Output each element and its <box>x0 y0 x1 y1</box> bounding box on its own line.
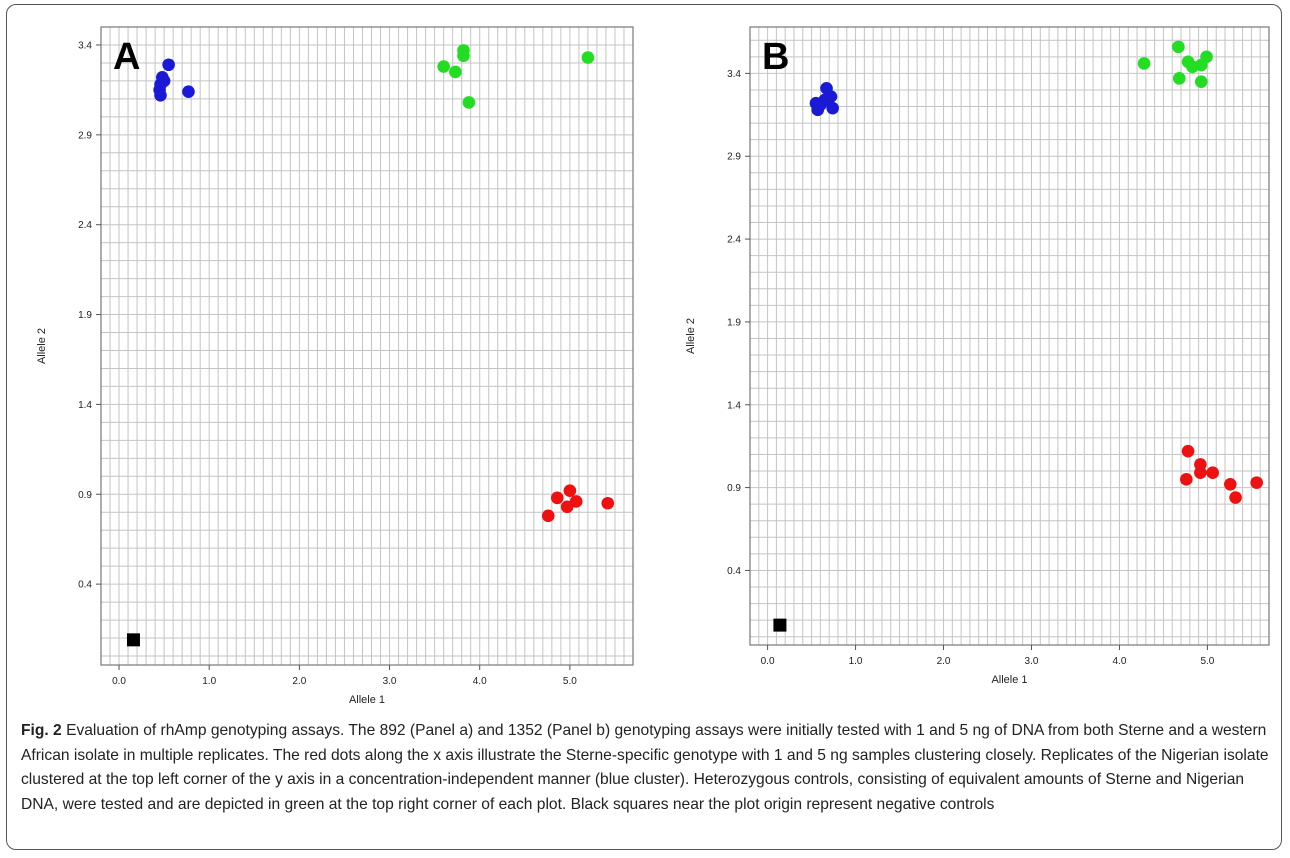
plot-border <box>749 26 1270 646</box>
x-tick-label: 4.0 <box>1113 656 1127 667</box>
data-point <box>1250 476 1263 489</box>
data-point <box>437 60 450 73</box>
chart-panel-a: 0.0 1.0 2.0 3.0 4.0 5.0 0.4 0.9 1.4 1.9 2.4 2.9 3.4 A… <box>36 26 634 706</box>
data-point <box>462 96 476 109</box>
y-tick-label: 2.9 <box>727 152 741 163</box>
data-point <box>162 58 175 72</box>
y-tick-label: 1.9 <box>727 317 741 328</box>
x-tick-label: 2.0 <box>937 656 951 667</box>
data-point <box>581 51 595 64</box>
x-tick-label: 3.0 <box>383 676 397 687</box>
data-point <box>1229 491 1242 504</box>
y-tick-label: 0.4 <box>727 566 741 577</box>
negative-control-marker <box>773 618 787 632</box>
y-axis-label: Allele 2 <box>685 318 697 354</box>
x-tick-label: 4.0 <box>473 676 487 687</box>
y-tick-label: 1.4 <box>727 400 741 411</box>
data-point <box>182 85 195 98</box>
y-tick-label: 3.4 <box>78 40 92 51</box>
x-tick-label: 0.0 <box>761 656 775 667</box>
y-tick-label: 0.4 <box>78 580 92 591</box>
y-tick-label: 0.9 <box>727 483 741 494</box>
data-point <box>1181 444 1195 458</box>
data-point <box>1194 466 1207 479</box>
panel-a: 0.0 1.0 2.0 3.0 4.0 5.0 0.4 0.9 1.4 1.9 2.4 2.9 3.4 A… <box>13 11 659 708</box>
figure-frame: 0.0 1.0 2.0 3.0 4.0 5.0 0.4 0.9 1.4 1.9 2.4 2.9 3.4 A… <box>6 4 1282 850</box>
data-point <box>601 496 615 510</box>
data-point <box>1172 40 1185 54</box>
y-axis-label: Allele 2 <box>36 328 48 364</box>
y-tick-label: 0.9 <box>78 490 92 501</box>
x-tick-label: 1.0 <box>849 656 863 667</box>
data-point <box>1180 473 1193 486</box>
data-point <box>811 103 825 117</box>
y-tick-label: 2.4 <box>78 220 92 231</box>
x-tick-label: 3.0 <box>1025 656 1039 667</box>
data-point <box>541 509 555 523</box>
y-tick-label: 3.4 <box>727 69 741 80</box>
data-point <box>1137 57 1151 70</box>
caption-label: Fig. 2 <box>21 722 62 739</box>
x-axis-label: Allele 1 <box>349 694 385 706</box>
data-point <box>154 88 167 102</box>
x-tick-label: 5.0 <box>1200 656 1214 667</box>
y-tick-label: 2.4 <box>727 235 741 246</box>
x-axis-label: Allele 1 <box>991 674 1027 686</box>
y-tick-label: 1.4 <box>78 400 92 411</box>
data-point <box>550 491 564 505</box>
y-tick-label: 1.9 <box>78 310 92 321</box>
caption-text: Evaluation of rhAmp genotyping assays. T… <box>21 722 1269 813</box>
data-point <box>1223 477 1237 491</box>
x-tick-label: 5.0 <box>563 676 577 687</box>
panel-letter: B <box>762 36 789 78</box>
x-tick-label: 0.0 <box>112 676 126 687</box>
data-point <box>457 49 470 63</box>
figure-caption: Fig. 2 Evaluation of rhAmp genotyping as… <box>21 719 1271 817</box>
y-tick-label: 2.9 <box>78 130 92 141</box>
x-tick-label: 2.0 <box>292 676 306 687</box>
data-point <box>1206 466 1220 479</box>
data-point <box>1194 58 1208 72</box>
data-point <box>563 484 577 497</box>
data-point <box>1172 72 1186 85</box>
data-point <box>449 65 462 79</box>
chart-panel-b: 0.0 1.0 2.0 3.0 4.0 5.0 0.4 0.9 1.4 1.9 2.4 2.9 3.4 A… <box>685 26 1270 686</box>
panel-letter: A <box>113 36 140 78</box>
negative-control-marker <box>126 633 140 647</box>
data-point <box>826 101 839 115</box>
data-point <box>1194 75 1208 88</box>
data-point <box>560 500 574 514</box>
panel-b: 0.0 1.0 2.0 3.0 4.0 5.0 0.4 0.9 1.4 1.9 2.4 2.9 3.4 A… <box>669 11 1289 708</box>
x-tick-label: 1.0 <box>202 676 216 687</box>
plot-border <box>100 26 634 666</box>
